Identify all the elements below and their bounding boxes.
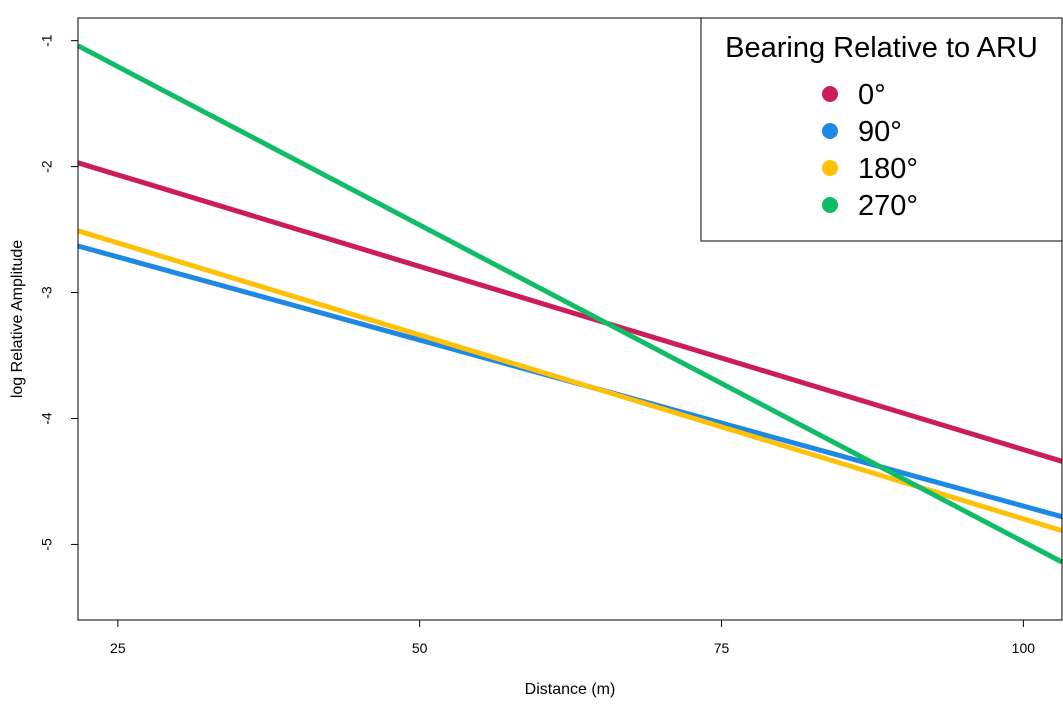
- x-axis-title: Distance (m): [525, 681, 616, 698]
- legend-title: Bearing Relative to ARU: [725, 32, 1038, 64]
- x-tick-label: 25: [110, 640, 126, 656]
- series-line: [76, 43, 1063, 565]
- series-line: [77, 160, 1063, 464]
- y-tick-label: -5: [39, 538, 55, 551]
- legend-marker: [822, 123, 838, 139]
- x-tick-label: 100: [1012, 640, 1036, 656]
- legend-label: 270°: [858, 190, 918, 222]
- x-tick-label: 75: [714, 640, 730, 656]
- plot-frame: [77, 17, 1063, 621]
- y-tick-label: -2: [39, 160, 55, 173]
- legend-marker: [822, 160, 838, 176]
- legend-box: [700, 17, 1063, 242]
- legend-items: 0° 90° 180° 270°: [822, 79, 918, 222]
- legend-label: 90°: [858, 116, 902, 148]
- legend-label: 0°: [858, 79, 886, 111]
- y-axis: -1 -2 -3 -4 -5: [39, 34, 78, 551]
- x-axis: 25 50 75 100: [110, 620, 1035, 656]
- legend-label: 180°: [858, 153, 918, 185]
- series-lines: [76, 43, 1063, 565]
- y-axis-title: log Relative Amplitude: [9, 240, 26, 398]
- y-tick-label: -4: [39, 412, 55, 425]
- legend: Bearing Relative to ARU 0° 90° 180° 270°: [700, 17, 1063, 242]
- x-tick-label: 50: [412, 640, 428, 656]
- y-tick-label: -3: [39, 286, 55, 299]
- legend-marker: [822, 86, 838, 102]
- series-line: [77, 228, 1063, 533]
- y-tick-label: -1: [39, 34, 55, 47]
- legend-marker: [822, 197, 838, 213]
